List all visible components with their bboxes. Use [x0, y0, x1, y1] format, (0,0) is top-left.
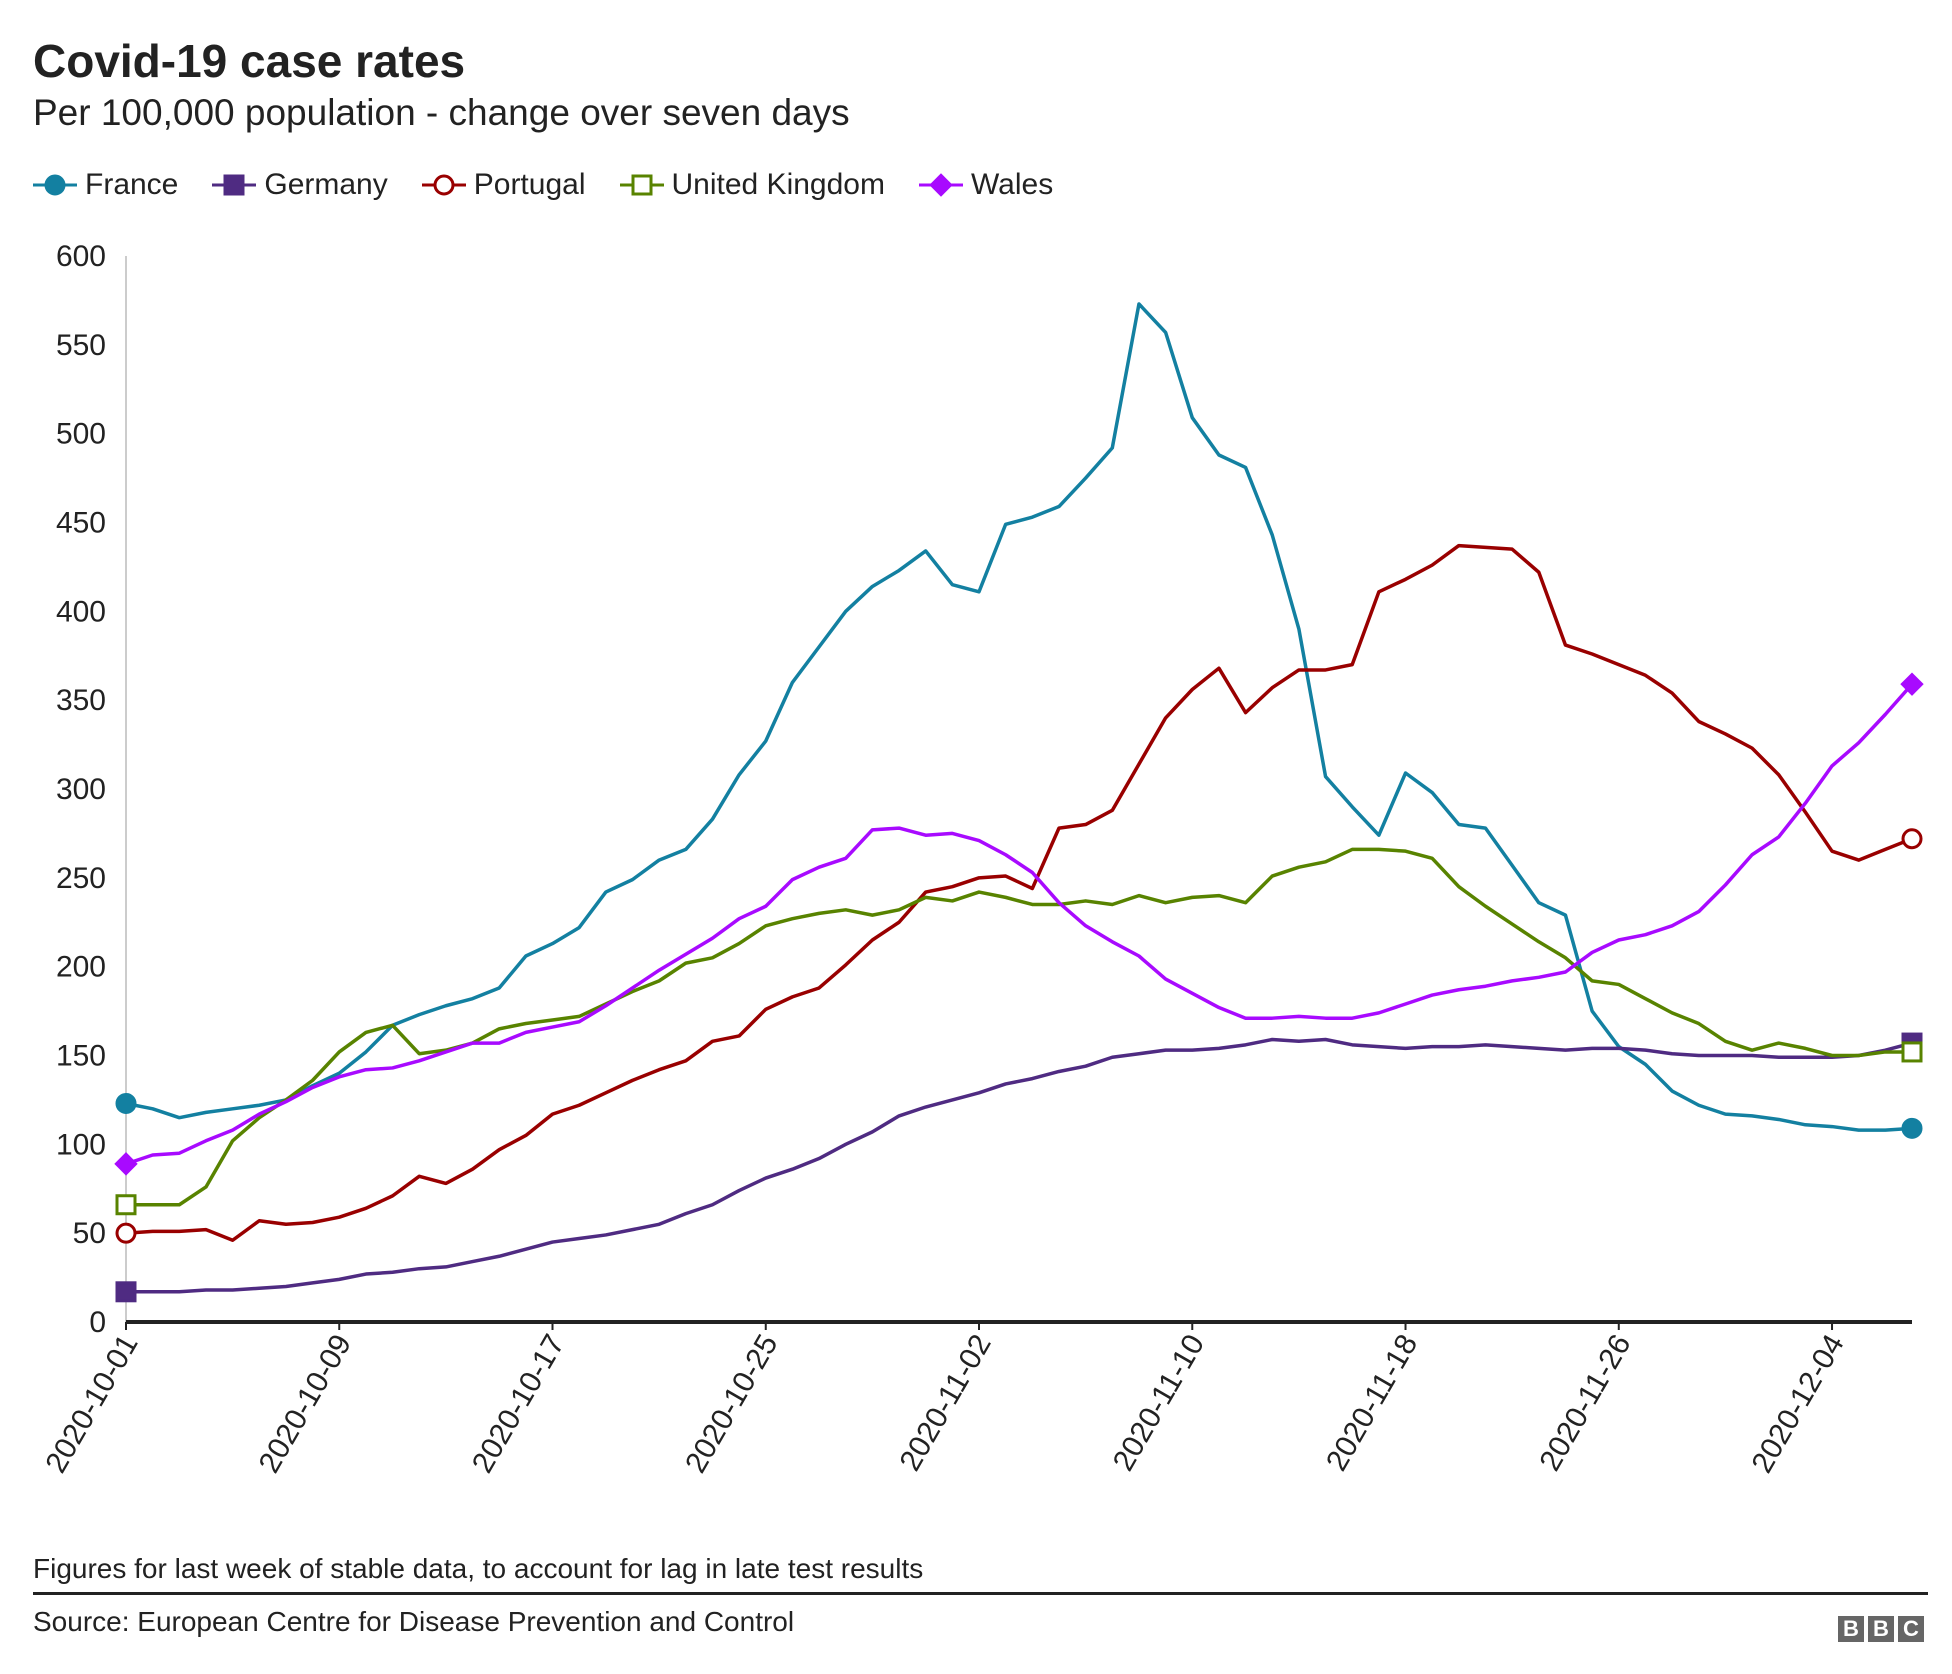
start-marker-portugal — [115, 1222, 137, 1244]
legend-item-wales: Wales — [918, 168, 1054, 202]
y-tick-label: 50 — [73, 1217, 106, 1250]
x-tick-label: 2020-11-02 — [894, 1329, 998, 1476]
series-france — [115, 302, 1923, 1139]
x-tick-label: 2020-10-01 — [39, 1329, 144, 1478]
start-marker-germany — [115, 1281, 137, 1303]
legend-item-united-kingdom: United Kingdom — [619, 168, 885, 202]
y-tick-label: 350 — [56, 684, 106, 717]
chart-title: Covid-19 case rates — [33, 35, 466, 87]
x-tick-label: 2020-11-10 — [1107, 1329, 1211, 1476]
y-tick-label: 400 — [56, 595, 106, 628]
legend-item-france: France — [33, 168, 178, 202]
end-marker-france — [1901, 1117, 1923, 1139]
legend-label: Wales — [970, 168, 1054, 201]
footnote: Figures for last week of stable data, to… — [33, 1553, 924, 1584]
y-tick-label: 0 — [89, 1306, 106, 1339]
series-germany — [115, 1032, 1923, 1303]
legend-label: Portugal — [473, 168, 586, 201]
series-portugal — [115, 543, 1923, 1244]
x-tick-label: 2020-12-04 — [1745, 1329, 1850, 1478]
start-marker-united-kingdom — [115, 1194, 137, 1216]
footer-divider — [33, 1592, 1928, 1595]
end-marker-portugal — [1901, 828, 1923, 850]
x-tick-label: 2020-10-17 — [466, 1329, 571, 1478]
y-tick-label: 450 — [56, 507, 106, 540]
x-tick-label: 2020-11-26 — [1533, 1329, 1637, 1476]
start-marker-wales — [114, 1152, 138, 1176]
legend-label: France — [85, 168, 179, 201]
legend-marker-portugal — [421, 174, 466, 196]
legend-marker-united-kingdom — [619, 174, 664, 196]
legend-symbol — [929, 173, 953, 197]
x-tick-label: 2020-11-18 — [1320, 1329, 1424, 1476]
legend-marker-wales — [918, 173, 963, 197]
legend-label: United Kingdom — [671, 168, 885, 201]
legend-marker-france — [33, 174, 77, 196]
legend-marker-germany — [212, 174, 257, 196]
start-marker-france — [115, 1092, 137, 1114]
legend-symbol — [433, 174, 455, 196]
line-wales — [125, 683, 1914, 1166]
y-tick-label: 100 — [56, 1128, 106, 1161]
line-portugal — [125, 543, 1913, 1243]
source-text: Source: European Centre for Disease Prev… — [33, 1606, 795, 1637]
end-marker-wales — [1900, 672, 1924, 696]
line-germany — [126, 1037, 1913, 1294]
legend-symbol — [631, 174, 652, 196]
legend-symbol — [223, 174, 245, 196]
legend-symbol — [44, 174, 66, 196]
line-france — [125, 302, 1913, 1132]
series-wales — [114, 672, 1924, 1176]
y-tick-label: 550 — [56, 329, 106, 362]
y-tick-label: 300 — [56, 773, 106, 806]
legend-item-germany: Germany — [212, 168, 388, 202]
legend-label: Germany — [264, 168, 388, 201]
line-united-kingdom — [126, 847, 1912, 1207]
chart-subtitle: Per 100,000 population - change over sev… — [33, 92, 850, 133]
y-tick-label: 500 — [56, 418, 106, 451]
x-tick-label: 2020-10-25 — [679, 1329, 784, 1478]
legend: France Germany Portugal United Kingdom Wales — [33, 168, 1053, 202]
end-marker-united-kingdom — [1901, 1041, 1923, 1063]
y-tick-label: 250 — [56, 862, 106, 895]
y-tick-label: 150 — [56, 1040, 106, 1073]
y-tick-label: 200 — [56, 951, 106, 984]
legend-item-portugal: Portugal — [421, 168, 586, 202]
x-tick-label: 2020-10-09 — [253, 1329, 358, 1478]
y-tick-label: 600 — [56, 240, 106, 273]
series-united-kingdom — [115, 847, 1923, 1216]
